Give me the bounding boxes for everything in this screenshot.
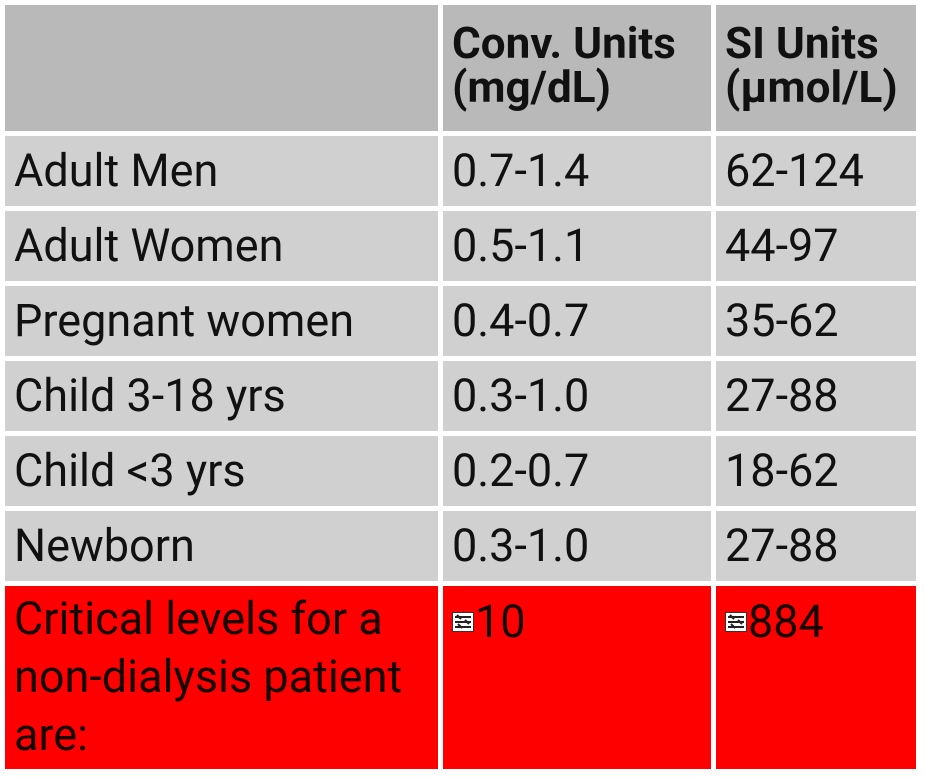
header-si-units-label: SI Units (μmol/L) (725, 17, 898, 113)
critical-levels-row: Critical levels for a non-dialysis patie… (5, 586, 916, 769)
si-value-cell: 27-88 (716, 511, 916, 586)
si-value-cell: 35-62 (716, 286, 916, 361)
group-cell: Newborn (5, 511, 443, 586)
critical-label-cell: Critical levels for a non-dialysis patie… (5, 586, 443, 769)
group-label: Pregnant women (14, 294, 355, 347)
header-cell-conv: Conv. Units (mg/dL) (443, 5, 716, 136)
group-cell: Adult Men (5, 136, 443, 211)
table-row: Child <3 yrs 0.2-0.7 18-62 (5, 436, 916, 511)
si-value-cell: 18-62 (716, 436, 916, 511)
si-value: 44-97 (725, 219, 839, 272)
header-cell-si: SI Units (μmol/L) (716, 5, 916, 136)
group-cell: Child <3 yrs (5, 436, 443, 511)
critical-si-cell: 884 (716, 586, 916, 769)
header-cell-group (5, 5, 443, 136)
critical-si-value: 884 (748, 595, 824, 648)
table-row: Pregnant women 0.4-0.7 35-62 (5, 286, 916, 361)
critical-label: Critical levels for a non-dialysis patie… (14, 592, 403, 761)
table-header-row: Conv. Units (mg/dL) SI Units (μmol/L) (5, 5, 916, 136)
group-label: Adult Men (14, 144, 219, 197)
si-value: 27-88 (725, 519, 839, 572)
header-group-label (5, 5, 438, 21)
si-value: 27-88 (725, 369, 839, 422)
si-value-cell: 44-97 (716, 211, 916, 286)
group-cell: Child 3-18 yrs (5, 361, 443, 436)
si-value: 18-62 (725, 444, 839, 497)
conv-value: 0.2-0.7 (452, 444, 590, 497)
critical-conv-value: 10 (475, 595, 526, 648)
conv-value: 0.7-1.4 (452, 144, 590, 197)
missing-glyph-icon (452, 612, 474, 633)
table-row: Adult Men 0.7-1.4 62-124 (5, 136, 916, 211)
si-value-cell: 62-124 (716, 136, 916, 211)
group-cell: Adult Women (5, 211, 443, 286)
conv-value: 0.3-1.0 (452, 519, 590, 572)
si-value: 62-124 (725, 144, 864, 197)
conv-value-cell: 0.2-0.7 (443, 436, 716, 511)
critical-conv-cell: 10 (443, 586, 716, 769)
conv-value: 0.3-1.0 (452, 369, 590, 422)
conv-value-cell: 0.5-1.1 (443, 211, 716, 286)
conv-value-cell: 0.3-1.0 (443, 511, 716, 586)
conv-value: 0.5-1.1 (452, 219, 590, 272)
group-label: Child 3-18 yrs (14, 369, 286, 422)
table-row: Child 3-18 yrs 0.3-1.0 27-88 (5, 361, 916, 436)
header-conv-units-label: Conv. Units (mg/dL) (452, 17, 676, 113)
table-row: Adult Women 0.5-1.1 44-97 (5, 211, 916, 286)
group-label: Child <3 yrs (14, 444, 246, 497)
conv-value-cell: 0.3-1.0 (443, 361, 716, 436)
si-value: 35-62 (725, 294, 839, 347)
si-value-cell: 27-88 (716, 361, 916, 436)
group-label: Adult Women (14, 219, 284, 272)
conv-value: 0.4-0.7 (452, 294, 590, 347)
conv-value-cell: 0.7-1.4 (443, 136, 716, 211)
missing-glyph-icon (725, 612, 747, 633)
group-label: Newborn (14, 519, 195, 572)
group-cell: Pregnant women (5, 286, 443, 361)
creatinine-reference-table: Conv. Units (mg/dL) SI Units (μmol/L) Ad… (5, 5, 916, 769)
table-row: Newborn 0.3-1.0 27-88 (5, 511, 916, 586)
conv-value-cell: 0.4-0.7 (443, 286, 716, 361)
